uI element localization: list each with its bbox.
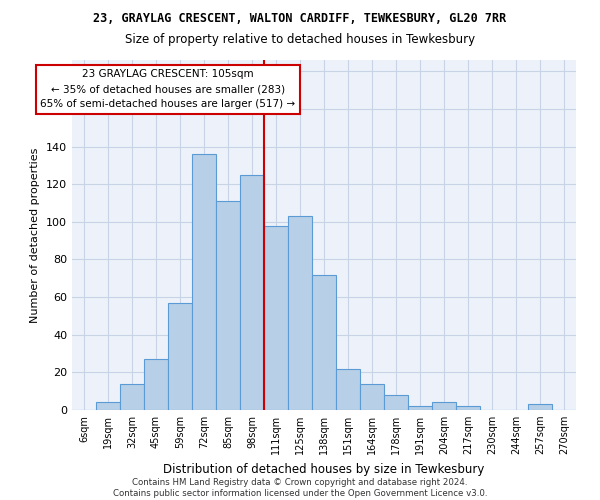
Bar bbox=[408, 406, 432, 410]
Bar bbox=[384, 395, 408, 410]
Bar bbox=[96, 402, 120, 410]
Bar bbox=[168, 302, 192, 410]
Bar bbox=[216, 201, 240, 410]
Bar bbox=[528, 404, 552, 410]
Bar bbox=[456, 406, 480, 410]
Bar bbox=[192, 154, 216, 410]
Text: Contains HM Land Registry data © Crown copyright and database right 2024.
Contai: Contains HM Land Registry data © Crown c… bbox=[113, 478, 487, 498]
Text: 23, GRAYLAG CRESCENT, WALTON CARDIFF, TEWKESBURY, GL20 7RR: 23, GRAYLAG CRESCENT, WALTON CARDIFF, TE… bbox=[94, 12, 506, 26]
Bar bbox=[336, 368, 360, 410]
Text: Size of property relative to detached houses in Tewkesbury: Size of property relative to detached ho… bbox=[125, 32, 475, 46]
Bar bbox=[288, 216, 312, 410]
Bar bbox=[240, 175, 264, 410]
X-axis label: Distribution of detached houses by size in Tewkesbury: Distribution of detached houses by size … bbox=[163, 462, 485, 475]
Bar bbox=[432, 402, 456, 410]
Text: 23 GRAYLAG CRESCENT: 105sqm
← 35% of detached houses are smaller (283)
65% of se: 23 GRAYLAG CRESCENT: 105sqm ← 35% of det… bbox=[40, 70, 296, 109]
Y-axis label: Number of detached properties: Number of detached properties bbox=[31, 148, 40, 322]
Bar bbox=[144, 359, 168, 410]
Bar bbox=[312, 274, 336, 410]
Bar bbox=[360, 384, 384, 410]
Bar bbox=[264, 226, 288, 410]
Bar bbox=[120, 384, 144, 410]
